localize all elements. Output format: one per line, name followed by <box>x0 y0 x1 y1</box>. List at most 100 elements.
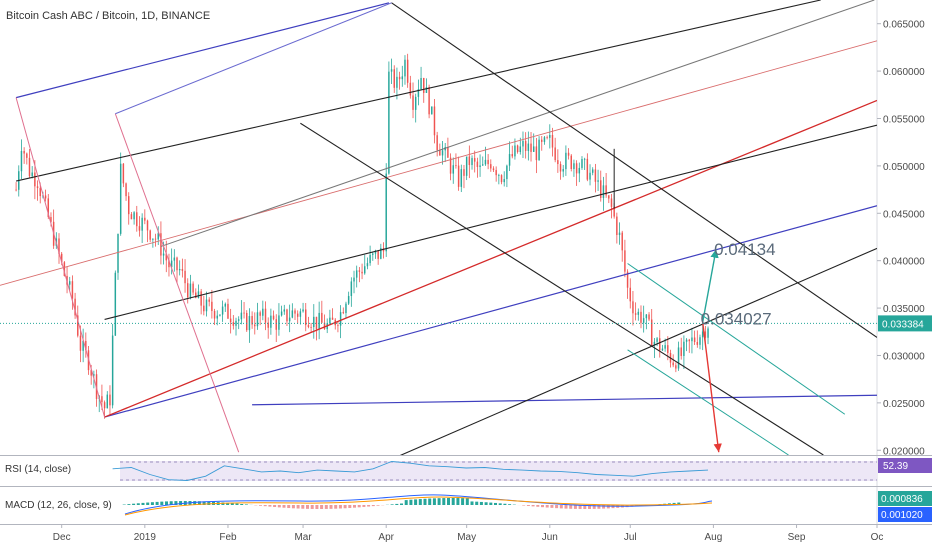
downtrend-black-lower <box>300 123 823 455</box>
candle-body <box>619 233 620 235</box>
candle-body <box>141 218 142 231</box>
candle-body <box>101 396 102 402</box>
candle-body <box>385 174 386 252</box>
candle-body <box>522 141 523 147</box>
candle-body <box>278 315 279 329</box>
macd-bar <box>541 505 544 507</box>
candle-body <box>29 158 30 176</box>
candle-body <box>184 271 185 283</box>
candle-body <box>396 77 397 88</box>
macd-bar <box>264 505 267 506</box>
macd-bar <box>438 498 441 505</box>
macd-bar <box>320 505 323 509</box>
candle-body <box>423 78 424 93</box>
current-price-label: 0.033384 <box>882 319 924 330</box>
macd-bar <box>480 502 483 505</box>
time-tick-label: Aug <box>705 532 723 543</box>
candle-body <box>136 212 137 226</box>
candle-body <box>313 317 314 327</box>
macd-bar <box>452 498 455 505</box>
candle-body <box>302 309 303 311</box>
time-tick-label: May <box>457 532 476 543</box>
candle-body <box>541 140 542 142</box>
candle-body <box>533 146 534 151</box>
macd-bar <box>550 505 553 508</box>
candle-body <box>501 175 502 182</box>
candle-body <box>485 160 486 164</box>
time-tick-label: Sep <box>788 532 806 543</box>
candle-body <box>512 154 513 156</box>
candle-body <box>463 169 464 176</box>
candle-body <box>69 281 70 284</box>
macd-bar <box>287 505 290 508</box>
candle-body <box>415 97 416 110</box>
candle-body <box>697 342 698 345</box>
candle-body <box>227 304 228 319</box>
price-tick-label: 0.040000 <box>883 257 925 268</box>
candle-body <box>329 318 330 324</box>
candle-body <box>589 173 590 180</box>
pink-fan-line <box>115 114 238 452</box>
time-tick-label: Dec <box>53 532 71 543</box>
macd-bar <box>569 505 572 509</box>
candle-body <box>632 301 633 313</box>
time-tick-label: Apr <box>378 532 394 543</box>
candle-body <box>514 145 515 156</box>
candle-body <box>680 347 681 356</box>
candle-body <box>412 95 413 109</box>
candle-body <box>388 72 389 174</box>
candle-body <box>225 304 226 307</box>
macd-bar <box>367 505 370 507</box>
candle-body <box>345 304 346 313</box>
pink-fan-line-left <box>16 98 105 417</box>
candle-body <box>270 316 271 328</box>
macd-bar <box>142 503 145 505</box>
macd-bar <box>536 505 539 507</box>
candle-body <box>643 318 644 323</box>
candle-body <box>125 183 126 196</box>
candle-body <box>466 157 467 176</box>
candle-body <box>149 230 150 239</box>
candle-body <box>219 315 220 316</box>
candle-body <box>211 302 212 311</box>
macd-bar <box>546 505 549 508</box>
macd-bar <box>306 505 309 509</box>
candle-body <box>552 135 553 148</box>
price-annotation: 0.04134 <box>714 240 775 259</box>
time-tick-label: Jun <box>542 532 558 543</box>
candle-body <box>538 140 539 160</box>
candle-body <box>616 217 617 235</box>
candles <box>15 54 708 419</box>
candle-body <box>571 156 572 169</box>
macd-bar <box>273 505 276 507</box>
candle-body <box>369 255 370 263</box>
candle-body <box>259 312 260 315</box>
candle-body <box>80 336 81 351</box>
candle-body <box>394 69 395 88</box>
candle-body <box>337 325 338 326</box>
pitchfork-blue-median <box>252 395 877 404</box>
macd-bar <box>560 505 563 508</box>
macd-bar <box>240 504 243 505</box>
candle-body <box>206 300 207 312</box>
macd-bar <box>165 501 168 505</box>
candle-body <box>546 137 547 138</box>
candle-body <box>284 309 285 311</box>
macd-bar <box>160 502 163 505</box>
macd-bar <box>137 503 140 505</box>
candle-body <box>640 312 641 323</box>
price-tick-label: 0.030000 <box>883 351 925 362</box>
candle-body <box>434 107 435 136</box>
macd-bar <box>127 504 130 505</box>
candle-body <box>630 288 631 302</box>
rsi-value-label: 52.39 <box>883 461 908 472</box>
black-channel-middle <box>105 125 877 319</box>
candle-body <box>233 322 234 326</box>
macd-bar <box>339 505 342 508</box>
candle-body <box>678 347 679 368</box>
price-tick-label: 0.055000 <box>883 114 925 125</box>
candle-body <box>155 239 156 240</box>
candle-body <box>544 137 545 142</box>
